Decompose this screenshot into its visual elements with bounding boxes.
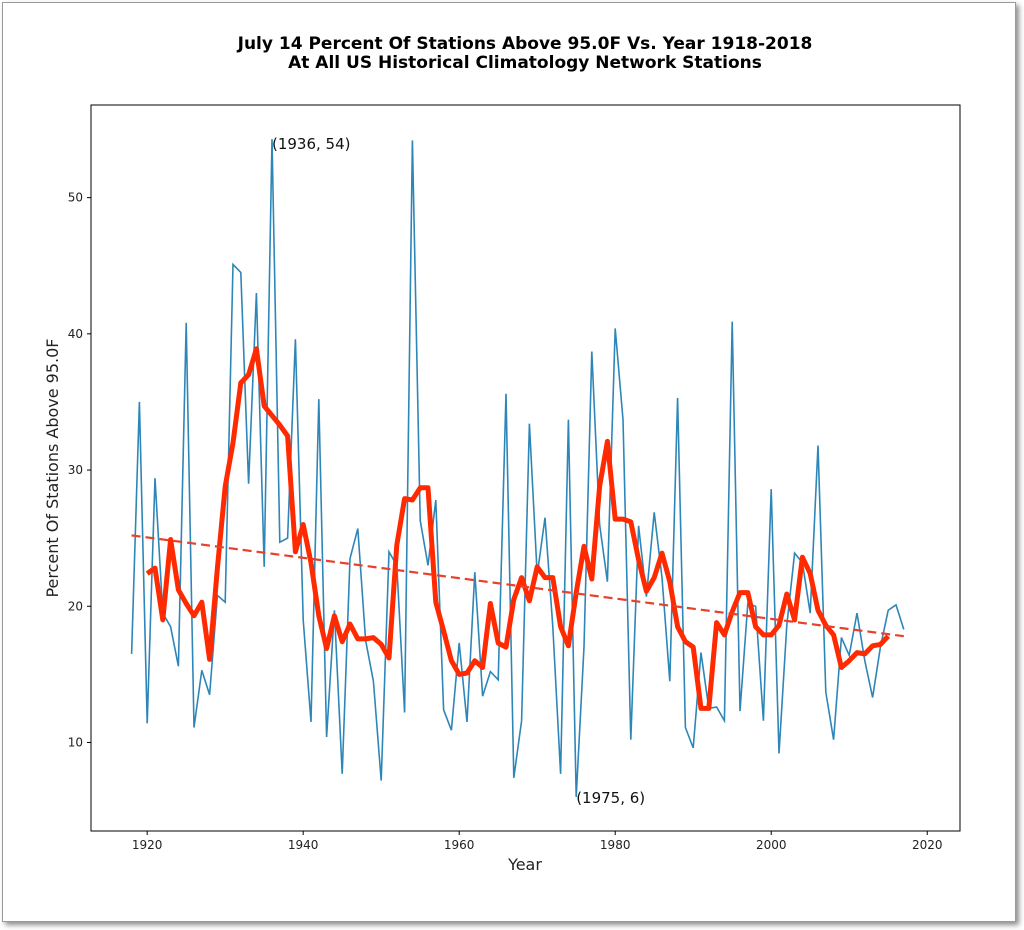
chart-title: July 14 Percent Of Stations Above 95.0F …: [237, 34, 813, 54]
annotations: (1936, 54) (1975, 6): [272, 135, 645, 807]
x-tick-label: 1960: [444, 838, 475, 852]
x-tick-label: 1940: [288, 838, 319, 852]
trend-series-line: [131, 534, 904, 638]
y-tick-label: 40: [68, 327, 83, 341]
x-tick-label: 2000: [756, 838, 787, 852]
chart-subtitle: At All US Historical Climatology Network…: [288, 53, 762, 73]
point-annotation: (1975, 6): [576, 789, 645, 807]
plot-area: [90, 104, 961, 832]
y-tick-label: 30: [68, 463, 83, 477]
x-axis: 1920 1940 1960 1980 2000 2020: [132, 831, 943, 852]
point-annotation: (1936, 54): [272, 135, 351, 153]
x-tick-label: 1980: [600, 838, 631, 852]
chart-frame: [2, 2, 1016, 922]
x-tick-label: 2020: [912, 838, 943, 852]
smoothed-series-line: [145, 346, 891, 711]
y-tick-label: 50: [68, 191, 83, 205]
series-group: [130, 139, 905, 797]
raw-series-line: [130, 139, 905, 797]
x-tick-label: 1920: [132, 838, 163, 852]
y-tick-label: 10: [68, 735, 83, 749]
y-axis-label: Percent Of Stations Above 95.0F: [43, 338, 62, 597]
x-axis-label: Year: [507, 855, 542, 874]
y-axis: 10 20 30 40 50: [68, 191, 91, 749]
y-tick-label: 20: [68, 599, 83, 613]
